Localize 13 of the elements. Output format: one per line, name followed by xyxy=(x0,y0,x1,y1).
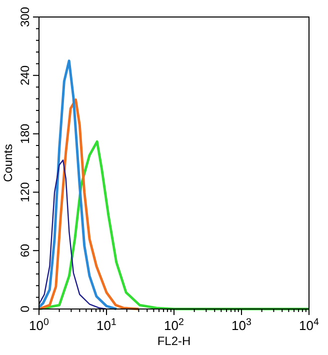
x-tick-label: 10$^{3}$ xyxy=(232,316,252,333)
y-tick-label: 120 xyxy=(18,182,32,202)
y-tick-label: 240 xyxy=(18,65,32,86)
y-tick-label: 300 xyxy=(18,6,32,28)
x-tick-label: 10$^{2}$ xyxy=(164,316,184,333)
y-axis-title: Counts xyxy=(1,144,15,182)
x-tick-label: 10$^{0}$ xyxy=(29,316,50,333)
y-tick-label: 0 xyxy=(18,305,32,312)
x-tick-label: 10$^{4}$ xyxy=(299,316,320,333)
y-tick-label: 60 xyxy=(18,244,32,258)
x-axis-title: FL2-H xyxy=(157,334,191,348)
y-tick-label: 180 xyxy=(18,123,32,144)
x-tick-label: 10$^{1}$ xyxy=(96,316,116,333)
